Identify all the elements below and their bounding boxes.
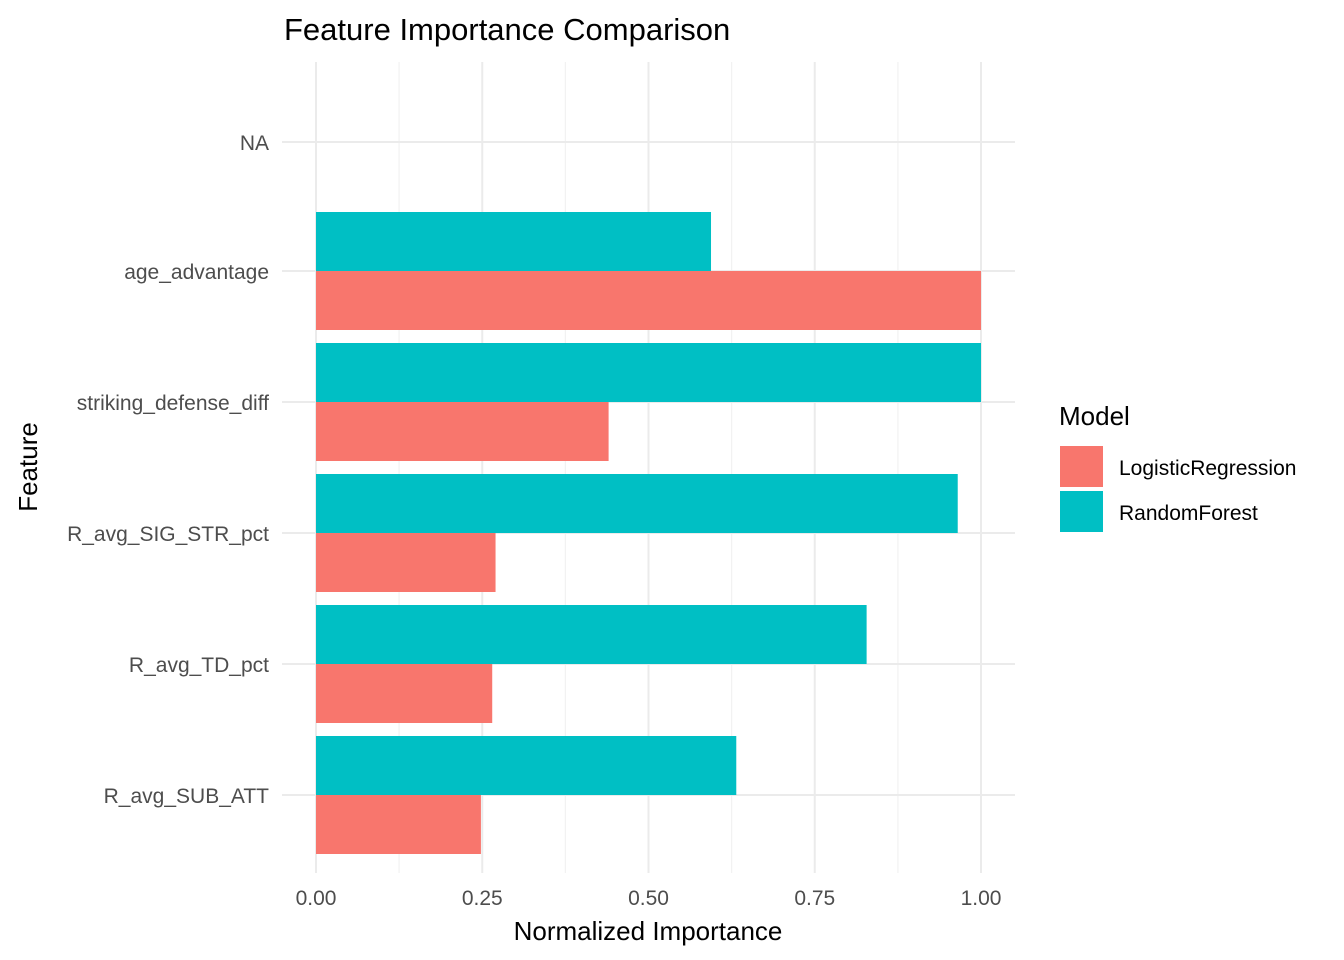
legend-key <box>1060 491 1103 532</box>
x-tick-label: 1.00 <box>961 887 1002 910</box>
x-axis-title: Normalized Importance <box>514 916 783 946</box>
bar-logisticregression <box>316 664 493 723</box>
x-tick-label: 0.25 <box>462 887 503 910</box>
y-axis-tick-labels: NA age_advantage striking_defense_diff R_av… <box>67 132 269 808</box>
y-tick-label: age_advantage <box>124 261 269 284</box>
bar-logisticregression <box>316 402 609 461</box>
bars <box>316 212 981 854</box>
bar-randomforest <box>316 474 958 533</box>
x-axis-tick-labels: 0.00 0.25 0.50 0.75 1.00 <box>296 887 1002 910</box>
x-tick-label: 0.00 <box>296 887 337 910</box>
legend: Model LogisticRegression RandomForest <box>1059 401 1296 532</box>
x-tick-label: 0.50 <box>628 887 669 910</box>
chart-title: Feature Importance Comparison <box>284 12 730 47</box>
bar-randomforest <box>316 343 981 402</box>
bar-logisticregression <box>316 271 981 330</box>
y-tick-label: R_avg_SUB_ATT <box>104 785 270 808</box>
legend-label: RandomForest <box>1119 502 1258 525</box>
legend-key <box>1060 446 1103 487</box>
y-tick-label: R_avg_SIG_STR_pct <box>67 523 269 546</box>
bar-randomforest <box>316 605 867 664</box>
y-tick-label: NA <box>240 132 269 155</box>
bar-logisticregression <box>316 795 481 854</box>
legend-label: LogisticRegression <box>1119 457 1296 480</box>
bar-randomforest <box>316 736 737 795</box>
y-tick-label: striking_defense_diff <box>77 392 269 415</box>
legend-title: Model <box>1059 401 1130 431</box>
y-axis-title: Feature <box>13 422 43 512</box>
bar-randomforest <box>316 212 712 271</box>
x-tick-label: 0.75 <box>794 887 835 910</box>
y-tick-label: R_avg_TD_pct <box>129 654 269 677</box>
bar-logisticregression <box>316 533 496 592</box>
